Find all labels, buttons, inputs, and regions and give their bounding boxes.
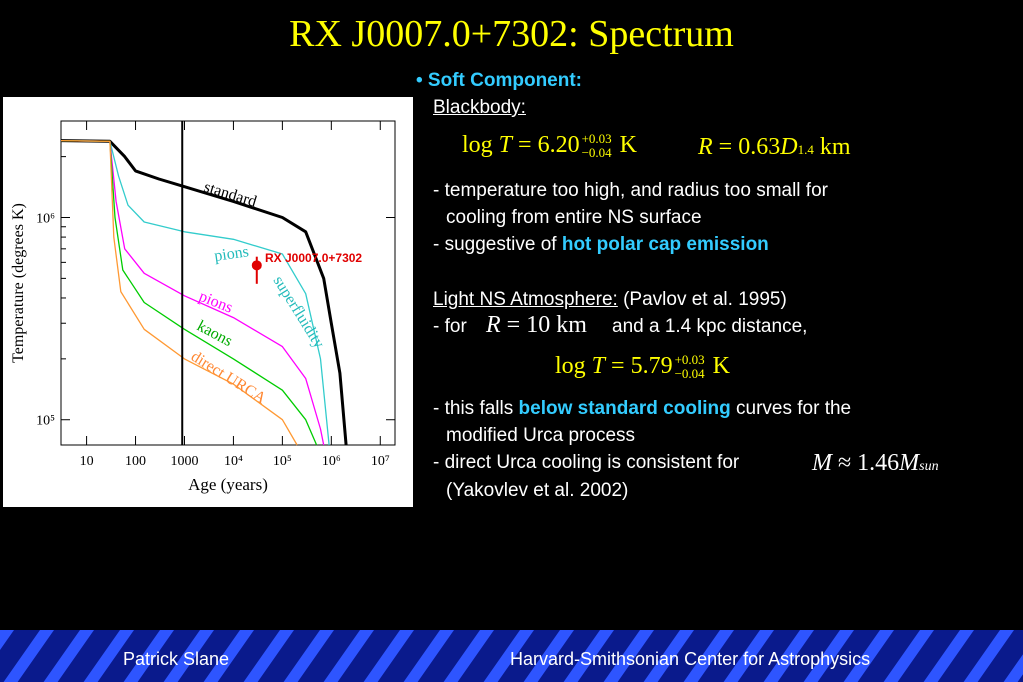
eq2-sub: 1.4: [797, 142, 814, 157]
eq4-T: T: [591, 353, 606, 379]
slide-title: RX J0007.0+7302: Spectrum: [289, 13, 734, 55]
label-pions-superfluid: pions: [213, 243, 250, 265]
series-line-direct-urca: [60, 139, 298, 446]
bullet-below-standard: - this falls below standard cooling curv…: [433, 398, 851, 420]
label-superfluidity: superfluidity: [270, 273, 328, 351]
bullet-direct-urca: - direct Urca cooling is consistent for: [433, 452, 740, 473]
distance-text: and a 1.4 kpc distance,: [612, 316, 808, 337]
mass-eq: M ≈ 1.46Msun: [812, 450, 939, 477]
blackbody-radius-eq: R = 0.63D1.4 km: [698, 134, 850, 161]
label-direct-urca: direct URCA: [188, 348, 269, 408]
below-prefix: - this falls: [433, 398, 519, 419]
eq1-sup: +0.03: [581, 131, 612, 147]
radius-10km-eq: R = 10 km: [486, 312, 587, 339]
series-line-pions: [60, 139, 325, 446]
source-point: [251, 260, 262, 271]
eq1-T: T: [498, 132, 513, 158]
eq3-R: R: [486, 312, 501, 338]
series-line-standard: [60, 139, 348, 446]
y-tick-label: 10⁶: [36, 211, 55, 226]
eq5-sub: sun: [919, 459, 939, 474]
label-pions: pions: [197, 288, 236, 317]
x-tick-label: 1000: [170, 454, 198, 469]
eq4-value: = 5.79: [611, 353, 673, 379]
bullet-polar-cap: - suggestive of hot polar cap emission: [433, 234, 769, 256]
eq5-value: ≈ 1.46: [838, 450, 900, 476]
eq1-unit: K: [619, 132, 638, 158]
label-standard: standard: [202, 179, 259, 211]
footer-author: Patrick Slane: [123, 649, 230, 669]
y-axis-label: Temperature (degrees K): [10, 203, 27, 363]
footer-institution: Harvard-Smithsonian Center for Astrophys…: [510, 649, 871, 669]
eq2-D: D: [780, 134, 798, 160]
blackbody-temperature-eq: log T = 6.20 +0.03 −0.04 K: [462, 132, 637, 160]
x-tick-label: 10⁶: [322, 454, 341, 469]
x-tick-label: 10: [80, 454, 94, 469]
polar-cap-prefix: - suggestive of: [433, 234, 562, 255]
x-tick-label: 100: [125, 454, 146, 469]
eq4-sup: +0.03: [674, 352, 705, 368]
atmosphere-temperature-eq: log T = 5.79 +0.03 −0.04 K: [555, 353, 730, 381]
pavlov-ref: (Pavlov et al. 1995): [617, 289, 787, 310]
cooling-curve-chart: 10 100 1000 10⁴ 10⁵ 10⁶ 10⁷ 10⁵ 10⁶ Age (years) …: [3, 97, 413, 507]
for-prefix: - for: [433, 316, 467, 337]
eq2-unit: km: [819, 134, 851, 160]
footer-bar: Patrick Slane Harvard-Smithsonian Center…: [0, 630, 1023, 682]
eq5-M2: M: [899, 450, 920, 476]
yakovlev-ref: (Yakovlev et al. 2002): [446, 480, 629, 501]
x-axis-label: Age (years): [188, 475, 268, 494]
soft-component-heading: • Soft Component:: [416, 70, 583, 91]
series-group: [60, 139, 348, 446]
bullet-urca-cont: modified Urca process: [446, 425, 636, 446]
bullet-temperature: - temperature too high, and radius too s…: [433, 180, 828, 201]
polar-cap-highlight: hot polar cap emission: [561, 234, 769, 255]
bullet-temperature-cont: cooling from entire NS surface: [446, 207, 702, 228]
eq1-sub: −0.04: [581, 145, 612, 161]
axis-ticks: 10 100 1000 10⁴ 10⁵ 10⁶ 10⁷ 10⁵ 10⁶: [36, 120, 395, 469]
light-ns-heading: Light NS Atmosphere: (Pavlov et al. 1995…: [433, 289, 787, 311]
eq1-log: log: [462, 132, 493, 158]
eq1-value: = 6.20: [518, 132, 580, 158]
light-ns-label: Light NS Atmosphere:: [433, 289, 618, 310]
eq5-M: M: [812, 450, 832, 476]
eq4-sub: −0.04: [674, 366, 705, 382]
below-suffix: curves for the: [730, 398, 852, 419]
eq2-value: = 0.63: [718, 134, 781, 160]
eq4-log: log: [555, 353, 586, 379]
blackbody-label: Blackbody:: [433, 97, 526, 118]
plot-frame: [60, 120, 396, 446]
below-highlight: below standard cooling: [518, 398, 731, 419]
eq3-value: = 10 km: [506, 312, 587, 338]
series-line-pions-superfluidity: [60, 139, 330, 446]
eq2-R: R: [698, 134, 713, 160]
series-line-kaons: [60, 139, 318, 446]
footer-stripes: [0, 630, 1023, 682]
x-tick-label: 10⁷: [371, 454, 390, 469]
x-tick-label: 10⁵: [273, 454, 292, 469]
label-kaons: kaons: [194, 318, 235, 351]
x-tick-label: 10⁴: [224, 454, 243, 469]
y-tick-label: 10⁵: [36, 414, 55, 429]
eq4-unit: K: [712, 353, 731, 379]
label-source: RX J0007.0+7302: [265, 251, 362, 265]
